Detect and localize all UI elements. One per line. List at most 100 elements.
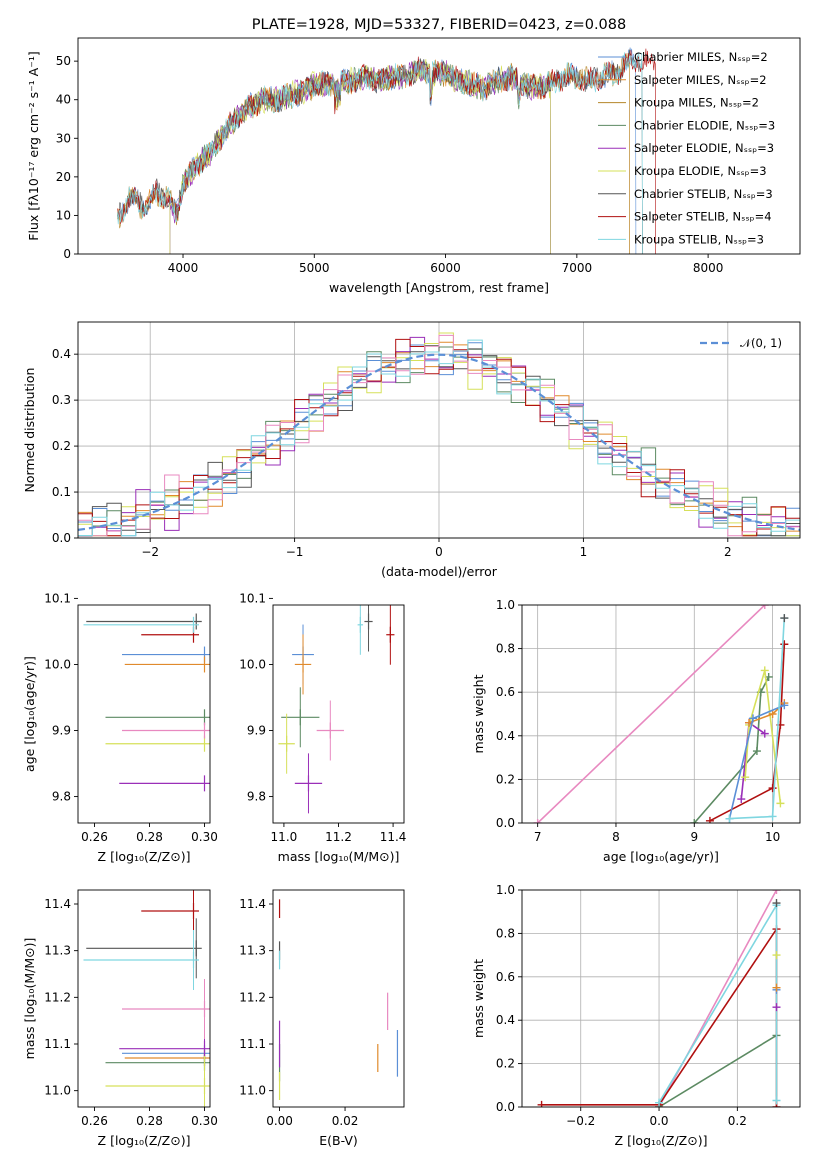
x-axis-label: wavelength [Angstrom, rest frame] [329,280,549,295]
weight-marker-3 [772,1096,781,1105]
weight-marker-6 [780,701,789,710]
x-tick-label: 0.00 [266,1114,293,1128]
y-tick-label: 0.2 [496,772,515,786]
x-tick-label: −2 [141,545,159,559]
weight-line-1 [693,676,770,823]
x-axis-label: age [log₁₀(age/yr)] [603,849,719,864]
axes-frame [77,604,211,824]
y-tick-label: 0.0 [52,531,71,545]
x-tick-label: 10 [765,830,780,844]
weight-marker-3 [737,795,746,804]
histogram-7 [78,334,800,537]
y-tick-label: 11.3 [239,944,266,958]
y-tick-label: 11.1 [44,1037,71,1051]
x-tick-label: 0 [435,545,443,559]
weight-marker-7 [768,812,777,821]
y-tick-label: 0.6 [496,970,515,984]
x-tick-label: 11.0 [271,830,298,844]
weight-marker-2 [537,1100,546,1107]
x-tick-label: 0.0 [649,1114,668,1128]
x-tick-label: 4000 [168,261,199,275]
y-tick-label: 9.8 [247,790,266,804]
x-tick-label: 0.26 [81,830,108,844]
weight-marker-4 [772,899,781,908]
axes-frame [77,37,801,255]
y-tick-label: 0.0 [496,816,515,830]
weight-marker-0 [533,819,542,823]
y-tick-label: 11.4 [239,897,266,911]
y-tick-label: 11.0 [239,1084,266,1098]
weight-marker-0 [760,605,769,609]
x-tick-label: 0.02 [332,1114,359,1128]
panel-mass-vs-EBV [269,889,405,1111]
x-tick-label: 0.26 [81,1114,108,1128]
x-axis-label: Z [log₁₀(Z/Z⊙)] [98,849,191,864]
y-tick-label: 11.0 [44,1084,71,1098]
y-tick-label: 20 [56,170,71,184]
plot-area [278,899,399,1100]
y-tick-label: 0.4 [496,1013,515,1027]
y-axis-label: age [log₁₀(age/yr)] [22,656,37,772]
weight-marker-6 [749,714,758,723]
x-tick-label: −0.2 [566,1114,595,1128]
axes-frame [521,889,801,1108]
y-tick-label: 9.9 [52,724,71,738]
axes-frame [272,889,405,1108]
x-axis-label: (data-model)/error [381,564,498,579]
x-tick-label: 0.30 [191,1114,218,1128]
y-tick-label: 0 [63,247,71,261]
plot-area [83,613,210,792]
y-tick-label: 0.3 [52,393,71,407]
weight-marker-3 [760,729,769,738]
plot-area [278,605,395,814]
y-tick-label: 30 [56,131,71,145]
y-tick-label: 10.1 [239,591,266,605]
legend-label: Chabrier MILES, Nₛₛₚ=2 [634,50,768,64]
x-tick-label: 9 [690,830,698,844]
x-tick-label: 8 [612,830,620,844]
x-axis-label: Z [log₁₀(Z/Z⊙)] [98,1133,191,1148]
legend-label: Chabrier STELIB, Nₛₛₚ=3 [634,187,773,201]
x-tick-label: 0.28 [136,1114,163,1128]
plot-area [537,890,781,1107]
panel-mass-vs-Z [74,889,211,1111]
y-tick-label: 0.4 [52,347,71,361]
panel-spectrum [74,37,801,258]
plot-area [78,332,800,537]
x-tick-label: 7 [534,830,542,844]
x-tick-label: 11.2 [325,830,352,844]
legend-label: Chabrier ELODIE, Nₛₛₚ=3 [634,118,775,132]
x-tick-label: 5000 [299,261,330,275]
x-tick-label: 1 [580,545,588,559]
x-tick-label: −1 [286,545,304,559]
y-axis-label: mass weight [471,674,486,753]
weight-marker-8 [772,951,781,960]
x-tick-label: 0.30 [191,830,218,844]
weight-marker-2 [768,784,777,793]
x-axis-label: mass [log₁₀(M/M⊙)] [278,849,400,864]
y-tick-label: 0.8 [496,926,515,940]
histogram-8 [78,339,800,537]
weight-marker-4 [776,799,785,808]
y-tick-label: 11.3 [44,944,71,958]
axes-frame [77,889,211,1108]
legend-label: Salpeter STELIB, Nₛₛₚ=4 [634,210,772,224]
weight-marker-4 [741,773,750,782]
chart-title: PLATE=1928, MJD=53327, FIBERID=0423, z=0… [252,17,626,33]
y-tick-label: 0.2 [496,1057,515,1071]
x-axis-label: E(B-V) [319,1133,358,1148]
panel-residuals: 𝒩(0, 1) [74,321,801,542]
y-tick-label: 10.0 [239,657,266,671]
spectrum-line-6 [117,50,643,254]
legend: 𝒩(0, 1) [700,336,782,350]
weight-marker-0 [772,890,781,894]
y-tick-label: 11.2 [239,990,266,1004]
y-tick-label: 0.0 [496,1100,515,1114]
legend-label: Kroupa STELIB, Nₛₛₚ=3 [634,232,764,246]
normal-curve [78,353,800,531]
y-tick-label: 50 [56,54,71,68]
weight-marker-4 [760,666,769,675]
y-tick-label: 10 [56,208,71,222]
y-tick-label: 9.9 [247,724,266,738]
